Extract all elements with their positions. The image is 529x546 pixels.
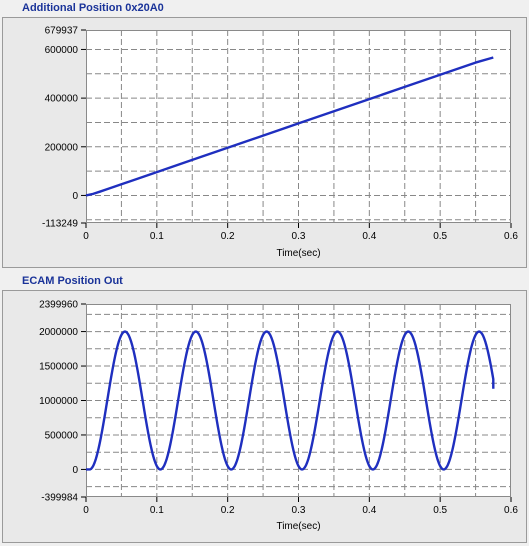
y-tick-label: 0: [72, 465, 78, 476]
x-tick-label: 0.2: [221, 231, 235, 242]
chart-panel-ecam-position: ECAM Position Out: [0, 273, 529, 546]
series-line: [85, 56, 494, 197]
chart-additional-position: 0 0.1 0.2 0.3 0.4 0.5 0.6 679937 600000 400000 200…: [2, 17, 527, 268]
x-tick-label: 0.1: [150, 505, 164, 516]
x-tick-label: 0.3: [292, 505, 306, 516]
plot-border: [86, 304, 511, 497]
x-tick-label: 0: [83, 505, 89, 516]
y-tick-label: 0: [72, 191, 78, 202]
y-tick-label: 1000000: [39, 396, 78, 407]
y-tick-label: 600000: [45, 45, 79, 56]
y-tick-label: 2399960: [39, 300, 78, 311]
x-axis-label: Time(sec): [276, 521, 320, 532]
x-tick-label: 0.6: [504, 505, 518, 516]
x-tick-label: 0.4: [362, 231, 376, 242]
y-tick-label: 679937: [45, 26, 79, 37]
y-tick-label: 500000: [45, 430, 79, 441]
x-axis-label: Time(sec): [276, 248, 320, 259]
chart-title: ECAM Position Out: [22, 275, 123, 287]
x-tick-label: 0.2: [221, 505, 235, 516]
x-tick-label: 0.5: [433, 231, 447, 242]
x-tick-label: 0: [83, 231, 89, 242]
chart-title: Additional Position 0x20A0: [22, 2, 164, 14]
x-tick-label: 0.1: [150, 231, 164, 242]
chart-ecam-position: 0 0.1 0.2 0.3 0.4 0.5 0.6 2399960 2000000 1500000…: [2, 290, 527, 543]
y-tick-label: 1500000: [39, 362, 78, 373]
x-tick-label: 0.4: [362, 505, 376, 516]
y-tick-label: 200000: [45, 142, 79, 153]
y-tick-label: 2000000: [39, 327, 78, 338]
x-tick-label: 0.5: [433, 505, 447, 516]
y-tick-label: -399984: [41, 493, 78, 504]
plot-border: [86, 30, 511, 223]
chart-panel-additional-position: Additional Position 0x20A0: [0, 0, 529, 270]
series-line: [85, 330, 495, 471]
x-tick-label: 0.6: [504, 231, 518, 242]
x-tick-label: 0.3: [292, 231, 306, 242]
y-tick-label: 400000: [45, 94, 79, 105]
y-tick-label: -113249: [42, 219, 78, 230]
